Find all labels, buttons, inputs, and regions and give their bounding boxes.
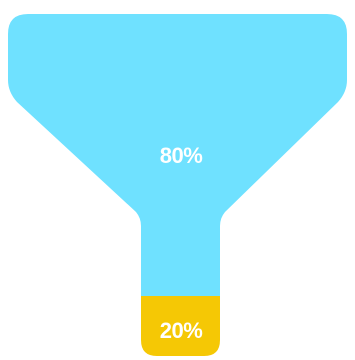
funnel-labels: 80% 20%	[160, 143, 203, 343]
funnel-segments	[8, 14, 347, 356]
funnel-segment-2-label: 20%	[160, 318, 203, 343]
funnel-segment-1-label: 80%	[160, 143, 203, 168]
